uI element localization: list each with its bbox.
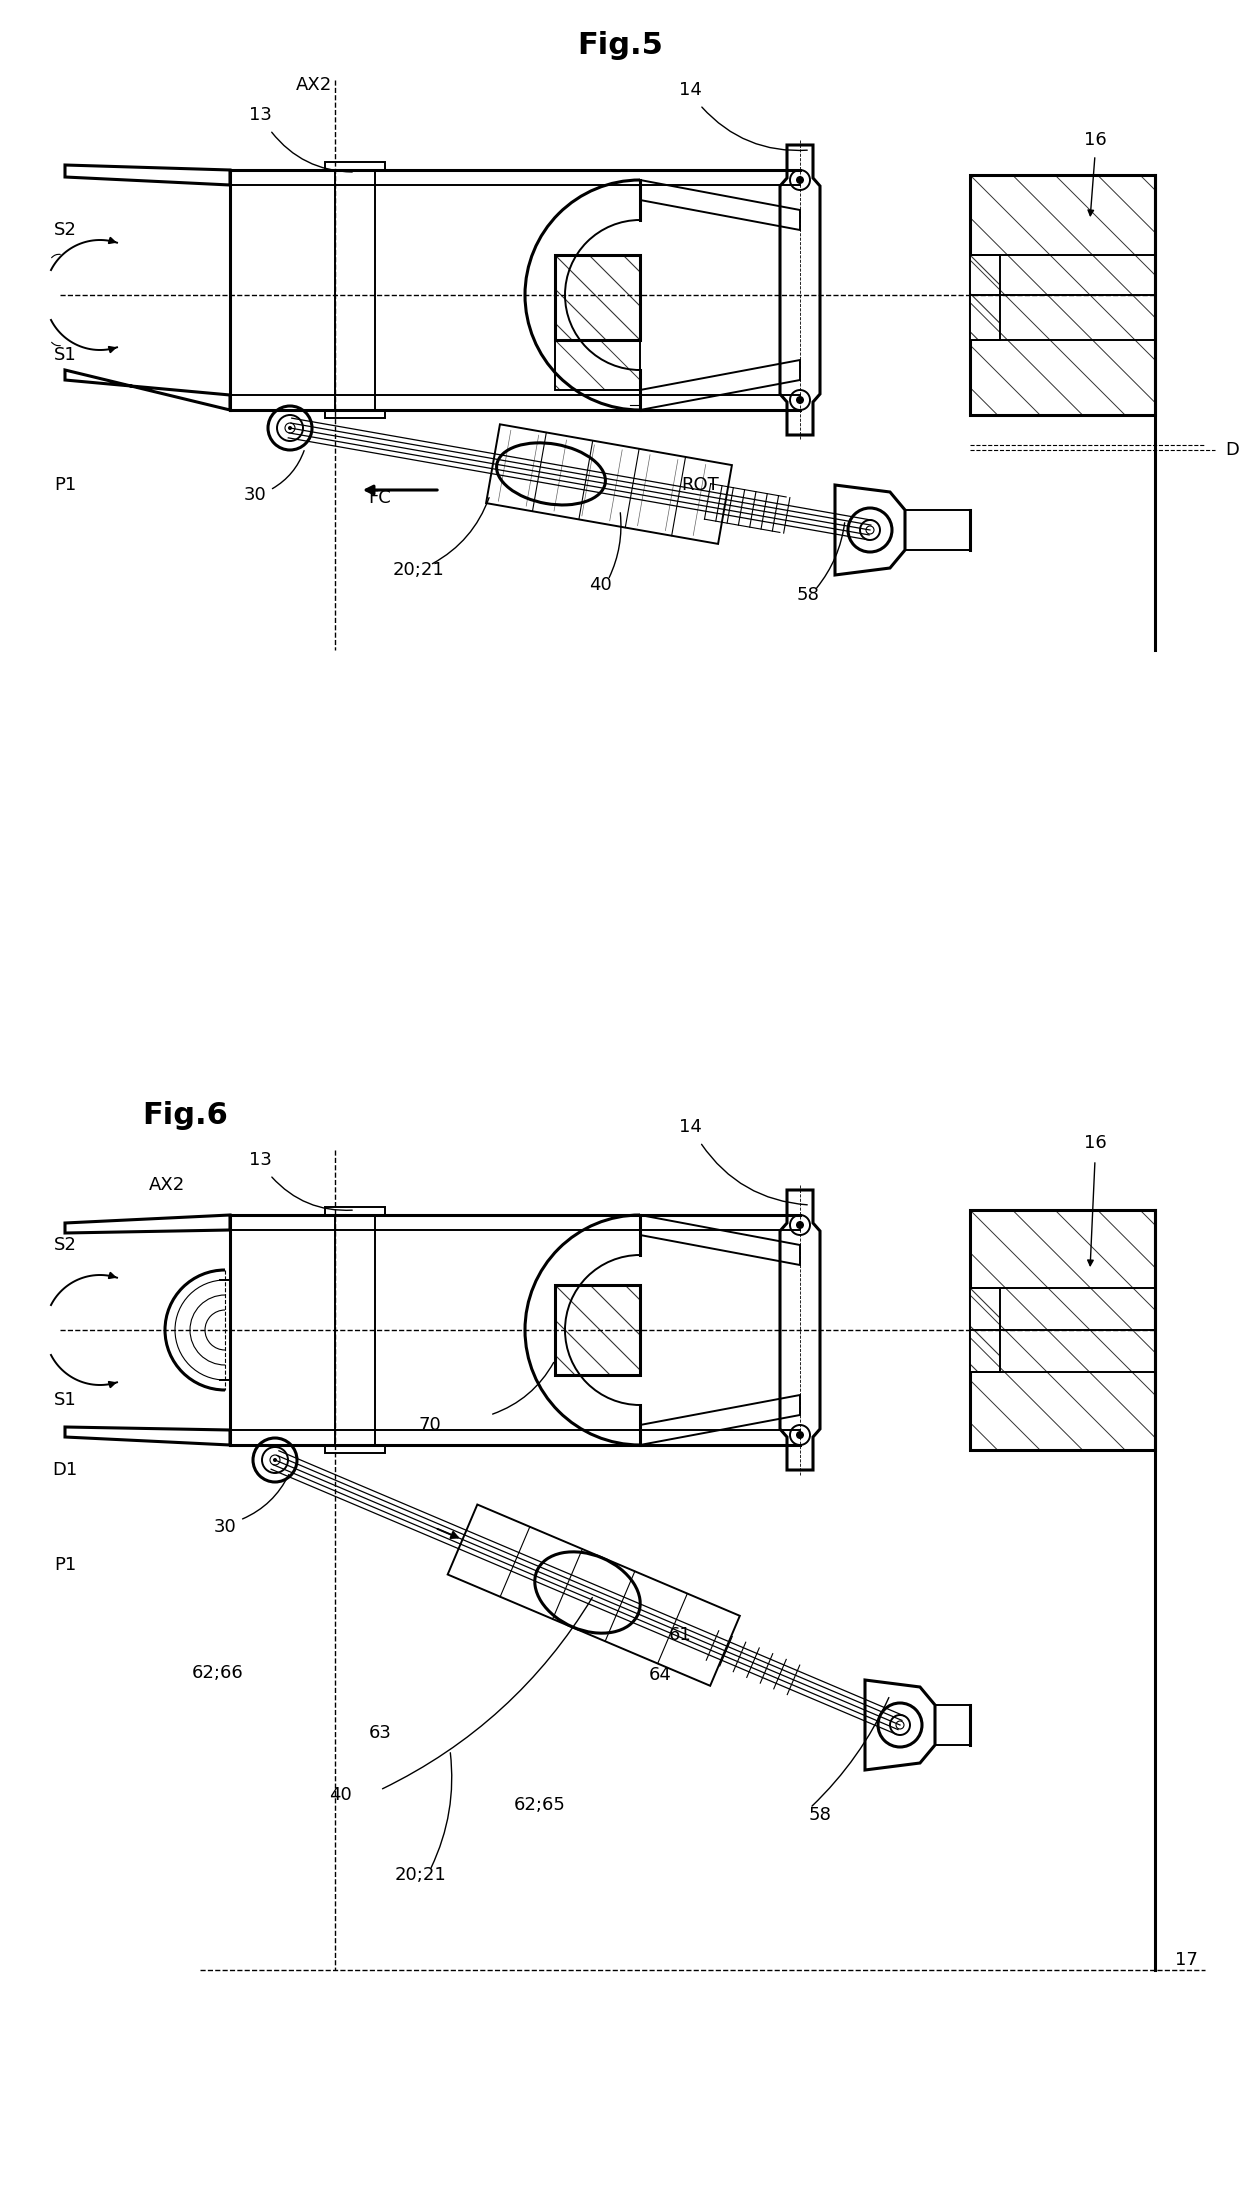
Circle shape	[273, 1458, 277, 1462]
Circle shape	[253, 1438, 298, 1482]
Text: D1: D1	[52, 1460, 78, 1480]
Text: ROT: ROT	[681, 475, 719, 495]
Text: 13: 13	[248, 1151, 272, 1169]
Text: 20;21: 20;21	[394, 1867, 446, 1884]
Text: S2: S2	[53, 221, 77, 239]
Text: S1: S1	[53, 1392, 77, 1409]
Text: 40: 40	[589, 577, 611, 594]
Polygon shape	[970, 1288, 999, 1372]
Text: 64: 64	[649, 1666, 671, 1683]
Text: AX2: AX2	[296, 75, 332, 95]
Text: P1: P1	[53, 475, 76, 495]
Text: 17: 17	[1176, 1951, 1198, 1968]
Text: 58: 58	[796, 585, 820, 603]
Text: 14: 14	[678, 82, 702, 99]
Text: S2: S2	[53, 1237, 77, 1255]
Text: FC: FC	[368, 488, 392, 508]
Text: D1: D1	[1225, 442, 1240, 459]
Text: 14: 14	[678, 1118, 702, 1135]
Text: 61: 61	[668, 1626, 692, 1643]
Circle shape	[796, 1431, 804, 1438]
Text: 40: 40	[329, 1787, 351, 1805]
Text: 30: 30	[213, 1518, 237, 1535]
Text: 62;66: 62;66	[192, 1663, 244, 1681]
Text: 16: 16	[1084, 1133, 1106, 1153]
Text: 13: 13	[248, 106, 272, 124]
Circle shape	[268, 406, 312, 451]
Circle shape	[796, 395, 804, 404]
Circle shape	[878, 1703, 923, 1747]
Text: 58: 58	[808, 1807, 832, 1825]
Polygon shape	[970, 254, 999, 340]
Text: 62;65: 62;65	[515, 1796, 565, 1814]
Text: P1: P1	[53, 1555, 76, 1575]
Text: S1: S1	[53, 347, 77, 364]
Circle shape	[796, 177, 804, 183]
Circle shape	[288, 426, 291, 431]
Text: Fig.6: Fig.6	[143, 1100, 228, 1129]
Text: 16: 16	[1084, 130, 1106, 148]
Circle shape	[796, 1222, 804, 1228]
Circle shape	[848, 508, 892, 552]
Text: AX2: AX2	[149, 1175, 185, 1195]
Text: 63: 63	[368, 1723, 392, 1743]
Text: 30: 30	[243, 486, 267, 504]
Text: 20;21: 20;21	[392, 561, 444, 579]
Text: 70: 70	[419, 1416, 441, 1434]
Text: Fig.5: Fig.5	[577, 31, 663, 60]
